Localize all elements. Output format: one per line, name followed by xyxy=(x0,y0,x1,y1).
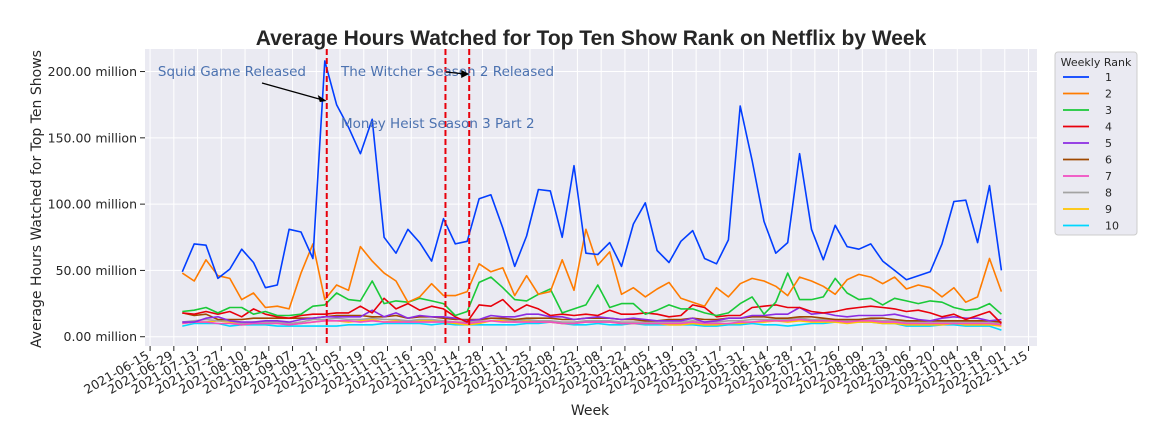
annotations: Squid Game Released The Witcher Season 2 … xyxy=(158,64,554,132)
legend-items: 1 2 3 4 5 6 7 8 9 10 xyxy=(1063,71,1119,233)
legend-label-rank-4: 4 xyxy=(1105,121,1112,134)
x-axis-label: Week xyxy=(571,403,610,419)
y-tick-label: 50.00 million xyxy=(56,263,137,278)
annotation-arrow xyxy=(261,82,323,101)
series-lines xyxy=(181,60,1003,331)
legend-label-rank-10: 10 xyxy=(1105,220,1119,233)
legend-label-rank-8: 8 xyxy=(1105,187,1112,200)
legend-label-rank-1: 1 xyxy=(1105,71,1112,84)
y-ticks: 0.00 million 50.00 million 100.00 million 1… xyxy=(48,64,145,344)
series-line-rank-3 xyxy=(182,272,1002,317)
legend-label-rank-3: 3 xyxy=(1105,104,1112,117)
x-ticks: 2021-06-152021-06-292021-07-132021-07-27… xyxy=(81,346,1030,397)
legend-label-rank-6: 6 xyxy=(1105,154,1112,167)
legend-label-rank-9: 9 xyxy=(1105,203,1112,216)
y-tick-label: 200.00 million xyxy=(48,64,137,79)
y-axis-label: Average Hours Watched for Top Ten Shows xyxy=(29,50,45,348)
series-line-rank-7 xyxy=(182,318,1002,326)
annotation-money-heist: Money Heist Season 3 Part 2 xyxy=(341,116,535,132)
y-tick-label: 0.00 million xyxy=(64,329,137,344)
legend-box xyxy=(1054,51,1138,236)
series-line-rank-5 xyxy=(182,306,1002,323)
annotation-arrowhead xyxy=(461,70,470,78)
annotation-arrowhead xyxy=(317,95,327,102)
legend-title: Weekly Rank xyxy=(1061,56,1132,69)
series-line-rank-4 xyxy=(182,297,1002,325)
legend: Weekly Rank 1 2 3 4 5 6 7 8 9 10 xyxy=(1054,51,1138,236)
legend-label-rank-7: 7 xyxy=(1105,170,1112,183)
plot-area xyxy=(145,49,1037,346)
series-line-rank-1 xyxy=(181,60,1003,289)
annotation-squid-game: Squid Game Released xyxy=(158,64,306,80)
legend-label-rank-2: 2 xyxy=(1105,88,1112,101)
y-tick-label: 150.00 million xyxy=(48,130,137,145)
event-lines xyxy=(325,49,471,346)
y-tick-label: 100.00 million xyxy=(48,197,137,212)
series-line-rank-2 xyxy=(181,228,1003,310)
legend-label-rank-5: 5 xyxy=(1105,137,1112,150)
chart-title: Average Hours Watched for Top Ten Show R… xyxy=(256,27,927,50)
